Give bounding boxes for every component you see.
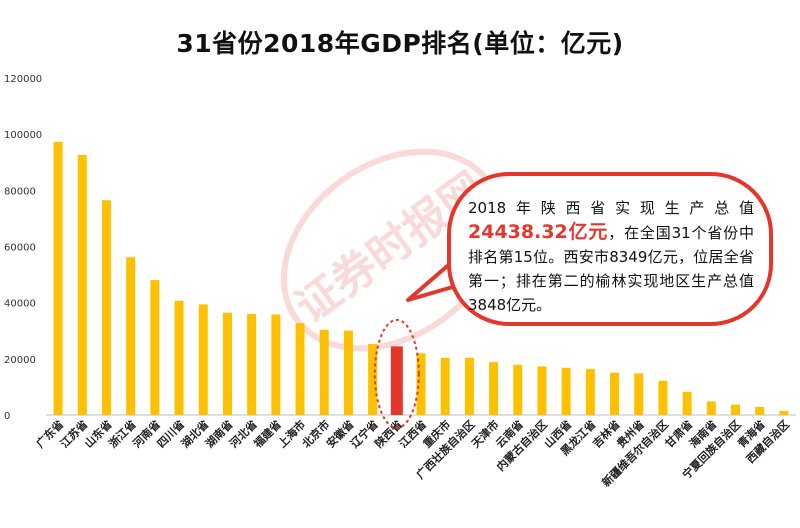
bar <box>295 323 305 415</box>
y-tick-label: 0 <box>4 411 10 422</box>
annotation-line1: 2018年陕西省实现生产总值 <box>468 199 754 217</box>
bar <box>53 141 63 415</box>
annotation-line2: ，在全国31个省份中排名第15位。西安市8349亿元，位居全省第一；排在第二的榆… <box>468 224 755 314</box>
bar <box>247 313 257 415</box>
bar <box>416 353 426 415</box>
y-tick-label: 80000 <box>4 186 36 197</box>
y-tick-label: 20000 <box>4 355 36 366</box>
bar <box>150 280 160 415</box>
bar <box>585 369 595 415</box>
bar <box>731 404 741 415</box>
bar <box>706 401 716 415</box>
bar <box>464 357 474 415</box>
bar <box>634 373 644 415</box>
bar <box>610 372 620 415</box>
bar <box>101 200 111 415</box>
y-tick-label: 60000 <box>4 243 36 254</box>
bar <box>779 410 789 415</box>
annotation-text: 2018年陕西省实现生产总值 24438.32亿元，在全国31个省份中排名第15位… <box>468 196 754 317</box>
bar <box>319 329 329 415</box>
bar <box>126 257 136 415</box>
bar <box>489 362 499 415</box>
bar <box>174 300 184 415</box>
bar <box>343 330 353 415</box>
bar-highlighted <box>390 346 403 415</box>
bar <box>271 314 281 415</box>
bar <box>561 367 571 415</box>
y-tick-label: 40000 <box>4 299 36 310</box>
bar <box>77 154 87 415</box>
bar <box>658 380 668 415</box>
bar <box>682 391 692 415</box>
y-tick-label: 120000 <box>4 74 42 85</box>
chart-title: 31省份2018年GDP排名(单位：亿元) <box>176 29 624 58</box>
bar <box>513 364 523 415</box>
bar <box>755 406 765 415</box>
annotation-highlight-value: 24438.32亿元 <box>468 221 609 243</box>
annotation-callout <box>447 172 773 326</box>
bar <box>222 312 232 415</box>
bar <box>368 343 378 415</box>
bar <box>537 366 547 415</box>
highlight-ring <box>373 318 420 429</box>
bar <box>440 357 450 415</box>
bar <box>198 304 208 415</box>
x-tick-label: 福建省 <box>250 417 284 451</box>
y-tick-label: 100000 <box>4 130 42 141</box>
